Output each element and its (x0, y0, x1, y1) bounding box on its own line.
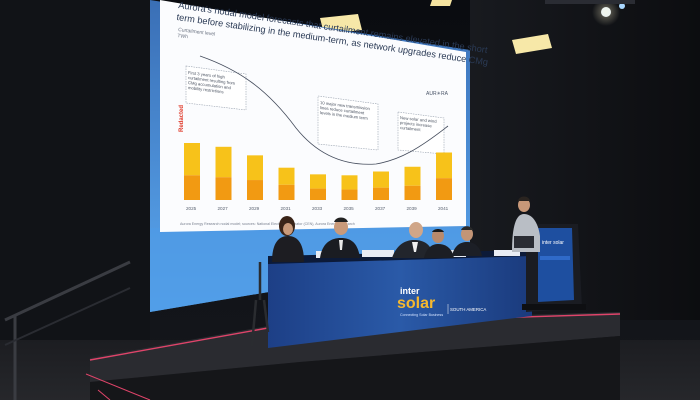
stair-railing (4, 260, 131, 400)
year-label-2031: 2031 (281, 206, 292, 211)
bar-lower-2029 (247, 180, 263, 200)
annotation-box-1: First 3 years of high curtailment result… (185, 65, 247, 111)
bar-lower-2035 (341, 189, 358, 200)
slide-brand: AUR☀RA (426, 91, 449, 97)
podium-base (522, 304, 586, 310)
bar-chart (184, 143, 452, 200)
bar-lower-2039 (404, 185, 421, 200)
projection-screen: Aurora's nodal model forecasts that curt… (150, 0, 489, 312)
banner-brand-line2: solar (397, 295, 435, 312)
slide-subtitle-line1: Curtailment level (178, 27, 216, 38)
bar-upper-2033 (310, 174, 326, 189)
bar-upper-2025 (184, 143, 200, 176)
panelist-5 (452, 226, 482, 256)
left-wall (0, 0, 150, 400)
year-label-2039: 2039 (407, 206, 418, 211)
bar-upper-2037 (373, 171, 389, 188)
trend-curve (199, 55, 449, 165)
bar-lower-2031 (278, 184, 295, 200)
year-label-2035: 2035 (344, 206, 355, 211)
bar-lower-2025 (184, 175, 200, 200)
bar-upper-2027 (215, 146, 232, 178)
panelists (272, 216, 482, 262)
bar-upper-2039 (404, 166, 421, 186)
bar-upper-2029 (247, 155, 263, 181)
slide-footnote: Aurora Energy Research nodal model; sour… (180, 222, 355, 226)
year-label-2037: 2037 (375, 206, 386, 211)
annotation-box-2: 10 major new transmission lines reduce c… (317, 95, 379, 151)
chair (250, 262, 270, 347)
year-label-2029: 2029 (249, 206, 260, 211)
year-label-2041: 2041 (438, 206, 449, 211)
bar-upper-2035 (341, 175, 358, 190)
bar-lower-2037 (373, 187, 389, 200)
podium-logo: inter solar (542, 240, 564, 246)
bar-lower-2033 (310, 188, 326, 200)
bar-upper-2041 (436, 152, 452, 179)
annotation-box-3: New solar and wind projects increase cur… (397, 111, 445, 155)
year-label-2027: 2027 (218, 206, 229, 211)
banner-brand-line1: inter (400, 286, 420, 296)
bar-lower-2041 (436, 178, 452, 200)
banner-region: SOUTH AMERICA (450, 307, 486, 312)
redacted-label: Redacted (179, 105, 185, 132)
annotation-text-3: New solar and wind projects increase cur… (400, 115, 437, 133)
panelist-1 (272, 216, 304, 262)
slide-subtitle-line2: TWh (177, 33, 188, 40)
year-axis: 2025 2027 2029 2031 2033 2035 2037 2039 2041 (186, 206, 449, 211)
bar-upper-2031 (278, 167, 295, 185)
panelist-4 (424, 229, 454, 258)
panelist-2 (320, 217, 360, 258)
slide (160, 0, 466, 232)
year-label-2033: 2033 (312, 206, 323, 211)
speaker (512, 196, 540, 252)
bar-lower-2027 (215, 177, 232, 200)
year-label-2025: 2025 (186, 206, 197, 211)
banner-tagline: Connecting Solar Business (400, 313, 443, 317)
panelist-3 (392, 222, 434, 258)
